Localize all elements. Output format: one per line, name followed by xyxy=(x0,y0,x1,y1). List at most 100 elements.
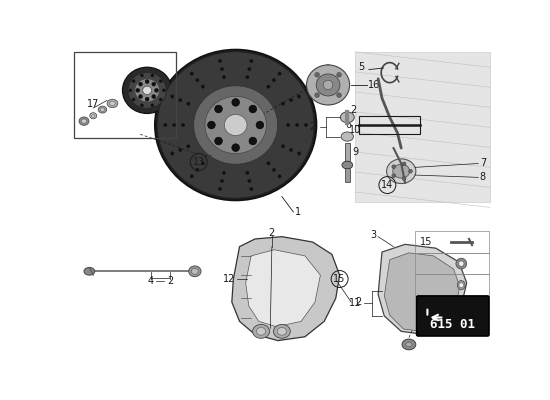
Circle shape xyxy=(145,97,149,101)
Ellipse shape xyxy=(135,79,160,102)
Ellipse shape xyxy=(84,268,95,275)
Circle shape xyxy=(298,152,301,155)
Circle shape xyxy=(256,121,264,129)
Circle shape xyxy=(190,175,194,178)
Circle shape xyxy=(207,121,215,129)
Circle shape xyxy=(249,105,257,113)
Bar xyxy=(74,52,175,138)
Text: 2: 2 xyxy=(269,228,275,238)
Ellipse shape xyxy=(277,328,287,335)
Ellipse shape xyxy=(90,113,97,119)
Ellipse shape xyxy=(91,114,95,117)
Ellipse shape xyxy=(189,266,201,277)
Circle shape xyxy=(139,95,142,98)
Circle shape xyxy=(459,261,464,266)
Text: 3: 3 xyxy=(371,230,377,240)
Text: 14: 14 xyxy=(381,180,393,190)
Text: 13: 13 xyxy=(420,280,432,290)
Ellipse shape xyxy=(123,67,172,114)
Circle shape xyxy=(218,187,222,191)
Circle shape xyxy=(221,67,224,71)
Text: 15: 15 xyxy=(333,274,346,284)
Circle shape xyxy=(170,152,174,155)
Text: 10: 10 xyxy=(349,125,361,135)
Circle shape xyxy=(249,137,257,145)
Circle shape xyxy=(315,72,320,77)
Text: 9: 9 xyxy=(352,147,358,157)
Polygon shape xyxy=(378,244,466,334)
Circle shape xyxy=(315,93,320,98)
Ellipse shape xyxy=(406,342,412,347)
Text: 1: 1 xyxy=(295,207,301,217)
Circle shape xyxy=(162,89,166,92)
Circle shape xyxy=(221,179,224,183)
Ellipse shape xyxy=(194,86,278,164)
Circle shape xyxy=(159,98,162,101)
Ellipse shape xyxy=(191,268,199,274)
Circle shape xyxy=(409,169,412,173)
Ellipse shape xyxy=(79,117,89,125)
Ellipse shape xyxy=(157,52,314,198)
Circle shape xyxy=(132,98,135,101)
Text: 14: 14 xyxy=(420,258,432,269)
Circle shape xyxy=(402,176,406,180)
Polygon shape xyxy=(232,237,340,341)
FancyBboxPatch shape xyxy=(417,296,489,336)
Text: 12: 12 xyxy=(223,274,236,284)
Ellipse shape xyxy=(393,164,410,178)
Circle shape xyxy=(337,93,342,98)
Ellipse shape xyxy=(341,132,354,141)
Ellipse shape xyxy=(224,114,247,136)
Circle shape xyxy=(214,137,222,145)
Circle shape xyxy=(140,74,144,77)
Text: 13: 13 xyxy=(192,157,205,167)
Circle shape xyxy=(246,171,249,174)
Ellipse shape xyxy=(142,86,152,94)
Text: 15: 15 xyxy=(420,237,432,247)
Circle shape xyxy=(179,148,182,152)
Circle shape xyxy=(392,174,395,178)
Bar xyxy=(359,116,421,134)
Text: 6: 6 xyxy=(345,120,351,130)
Text: 2: 2 xyxy=(350,105,356,115)
Circle shape xyxy=(196,78,199,82)
Polygon shape xyxy=(384,253,460,331)
Circle shape xyxy=(250,187,253,191)
Circle shape xyxy=(218,59,222,63)
Circle shape xyxy=(232,144,240,152)
Circle shape xyxy=(287,123,290,127)
Bar xyxy=(345,143,350,161)
Bar xyxy=(415,231,489,253)
Circle shape xyxy=(298,95,301,98)
Ellipse shape xyxy=(205,96,266,154)
Circle shape xyxy=(246,76,249,79)
Circle shape xyxy=(214,105,222,113)
Circle shape xyxy=(151,104,154,107)
Circle shape xyxy=(159,80,162,83)
Bar xyxy=(355,52,490,202)
Circle shape xyxy=(272,168,276,172)
Circle shape xyxy=(136,88,140,92)
Circle shape xyxy=(129,89,132,92)
Circle shape xyxy=(222,76,226,79)
Circle shape xyxy=(459,283,464,288)
Ellipse shape xyxy=(316,74,340,96)
Circle shape xyxy=(186,144,190,148)
Text: 8: 8 xyxy=(480,172,486,182)
Ellipse shape xyxy=(128,72,166,108)
Circle shape xyxy=(289,98,293,102)
Ellipse shape xyxy=(98,106,107,113)
Circle shape xyxy=(164,123,167,127)
Circle shape xyxy=(152,95,156,98)
Circle shape xyxy=(151,74,154,77)
Ellipse shape xyxy=(324,64,332,90)
Circle shape xyxy=(155,88,158,92)
Circle shape xyxy=(337,72,342,77)
Circle shape xyxy=(196,168,199,172)
Circle shape xyxy=(170,95,174,98)
Text: 16: 16 xyxy=(368,80,381,90)
Circle shape xyxy=(232,98,240,106)
Ellipse shape xyxy=(402,339,416,350)
Ellipse shape xyxy=(81,119,86,123)
Text: 7: 7 xyxy=(480,158,486,168)
